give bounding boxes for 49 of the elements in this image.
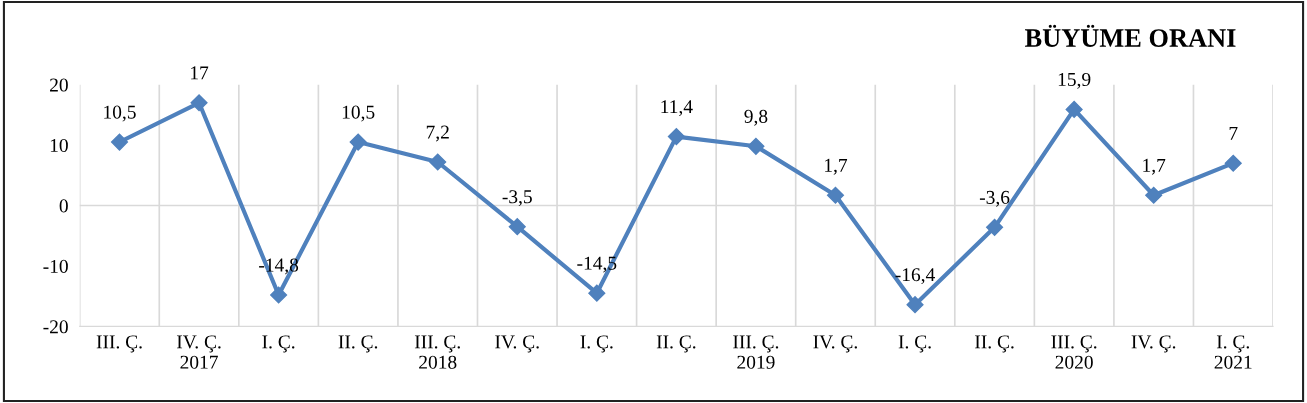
point bbox=[986, 218, 1004, 236]
data-label: 10,5 bbox=[342, 105, 375, 122]
x-tick-label: III. Ç. 2019 bbox=[733, 335, 779, 369]
point bbox=[190, 94, 208, 112]
y-tick-label: -10 bbox=[43, 259, 68, 273]
data-label: 17 bbox=[191, 66, 209, 80]
data-label: 10,5 bbox=[104, 105, 136, 122]
point bbox=[110, 133, 129, 151]
data-label: 1,7 bbox=[1143, 158, 1166, 175]
x-tick-label: III. Ç. 2018 bbox=[414, 335, 460, 369]
x-tick-label: IV. Ç. bbox=[1131, 335, 1176, 353]
data-label: -16,4 bbox=[895, 268, 935, 285]
x-tick-label: IV. Ç. bbox=[495, 335, 539, 353]
data-label: 15,9 bbox=[1058, 72, 1091, 89]
point bbox=[747, 137, 765, 155]
data-label: 9,8 bbox=[744, 109, 768, 126]
y-tick-label: 10 bbox=[50, 138, 68, 153]
y-tick-label: 0 bbox=[59, 199, 68, 213]
point bbox=[1224, 154, 1242, 172]
x-tick-label: I. Ç. bbox=[580, 335, 613, 353]
point bbox=[906, 296, 924, 314]
x-tick-label: I. Ç. bbox=[898, 335, 931, 353]
x-tick-label: IV. Ç. 2017 bbox=[176, 335, 221, 369]
x-tick-label: III. Ç. 2020 bbox=[1051, 335, 1097, 369]
x-tick-label: IV. Ç. bbox=[813, 335, 857, 353]
point bbox=[270, 286, 288, 304]
data-label: 7,2 bbox=[426, 125, 449, 142]
data-label: 7 bbox=[1229, 126, 1238, 140]
y-tick-label: -20 bbox=[43, 320, 68, 334]
x-tick-label: I. Ç. bbox=[262, 335, 295, 353]
point bbox=[349, 133, 367, 151]
point bbox=[429, 153, 447, 171]
point bbox=[508, 218, 526, 236]
x-tick-label: II. Ç. bbox=[338, 335, 378, 353]
data-label: 11,4 bbox=[661, 100, 693, 117]
point bbox=[826, 186, 845, 204]
chart-title: BÜYÜME ORANI bbox=[1025, 24, 1236, 47]
y-tick-label: 20 bbox=[50, 78, 68, 92]
point bbox=[588, 284, 606, 302]
data-label: -3,5 bbox=[502, 190, 532, 207]
point bbox=[1145, 186, 1163, 204]
data-label: 1,7 bbox=[825, 158, 848, 175]
x-tick-label: III. Ç. bbox=[96, 335, 142, 353]
data-label: -3,6 bbox=[979, 190, 1010, 207]
x-tick-label: I. Ç. 2021 bbox=[1214, 335, 1252, 369]
point bbox=[1065, 100, 1083, 118]
x-tick-label: II. Ç. bbox=[656, 335, 696, 353]
x-tick-label: II. Ç. bbox=[975, 335, 1014, 353]
point bbox=[667, 128, 685, 146]
